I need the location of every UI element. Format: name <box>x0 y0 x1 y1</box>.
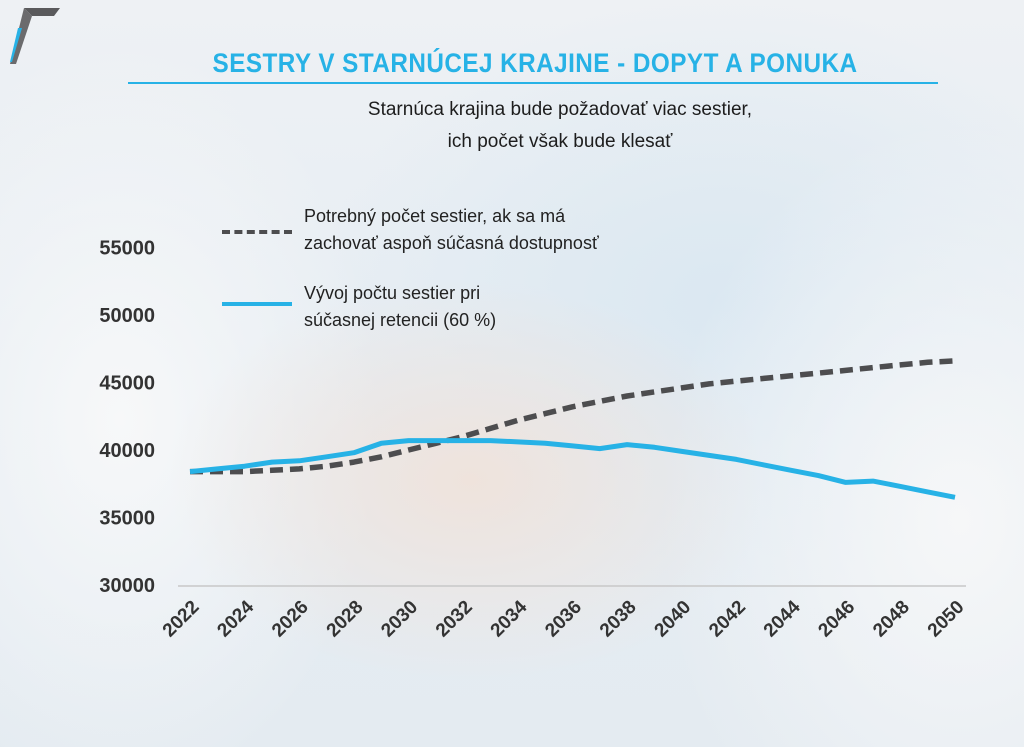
x-tick-label: 2036 <box>541 597 586 642</box>
y-tick-label: 50000 <box>99 305 155 327</box>
y-axis: 30000 35000 40000 45000 50000 55000 <box>99 238 155 598</box>
x-tick-label: 2040 <box>651 597 696 642</box>
x-tick-label: 2034 <box>487 596 532 641</box>
series-line-supply <box>189 438 956 500</box>
legend-swatch-solid <box>222 302 292 306</box>
plot-area <box>189 358 956 500</box>
x-tick-label: 2022 <box>159 597 204 642</box>
y-tick-label: 55000 <box>99 238 155 260</box>
logo-icon <box>10 8 60 64</box>
chart-title: SESTRY V STARNÚCEJ KRAJINE - DOPYT A PON… <box>212 48 858 78</box>
legend-label: zachovať aspoň súčasná dostupnosť <box>304 233 599 253</box>
y-tick-label: 45000 <box>99 373 155 395</box>
x-tick-label: 2044 <box>760 596 805 641</box>
subtitle-line: Starnúca krajina bude požadovať viac ses… <box>367 99 753 120</box>
x-tick-label: 2028 <box>323 597 368 642</box>
legend-label: Vývoj počtu sestier pri <box>304 283 481 303</box>
y-tick-label: 40000 <box>99 440 155 462</box>
subtitle-line: ich počet však bude klesať <box>447 131 673 152</box>
x-tick-label: 2032 <box>432 597 477 642</box>
legend-swatch-dashed <box>222 230 292 234</box>
series-line-demand <box>190 358 956 475</box>
x-tick-label: 2026 <box>268 597 313 642</box>
chart-subtitle: Starnúca krajina bude požadovať viac ses… <box>290 94 830 158</box>
title-underline <box>128 82 938 84</box>
x-tick-label: 2046 <box>815 597 860 642</box>
x-tick-label: 2030 <box>377 597 422 642</box>
x-tick-label: 2048 <box>869 597 914 642</box>
x-tick-label: 2024 <box>213 596 258 641</box>
y-tick-label: 30000 <box>99 575 155 597</box>
x-tick-label: 2050 <box>924 597 969 642</box>
x-axis: 2022 2024 2026 2028 2030 2032 2034 2036 2038 2040… <box>159 596 969 641</box>
x-tick-label: 2042 <box>705 597 750 642</box>
legend-label: súčasnej retencii (60 %) <box>304 310 497 330</box>
y-tick-label: 35000 <box>99 508 155 530</box>
x-tick-label: 2038 <box>596 597 641 642</box>
legend-label: Potrebný počet sestier, ak sa má <box>304 206 566 226</box>
